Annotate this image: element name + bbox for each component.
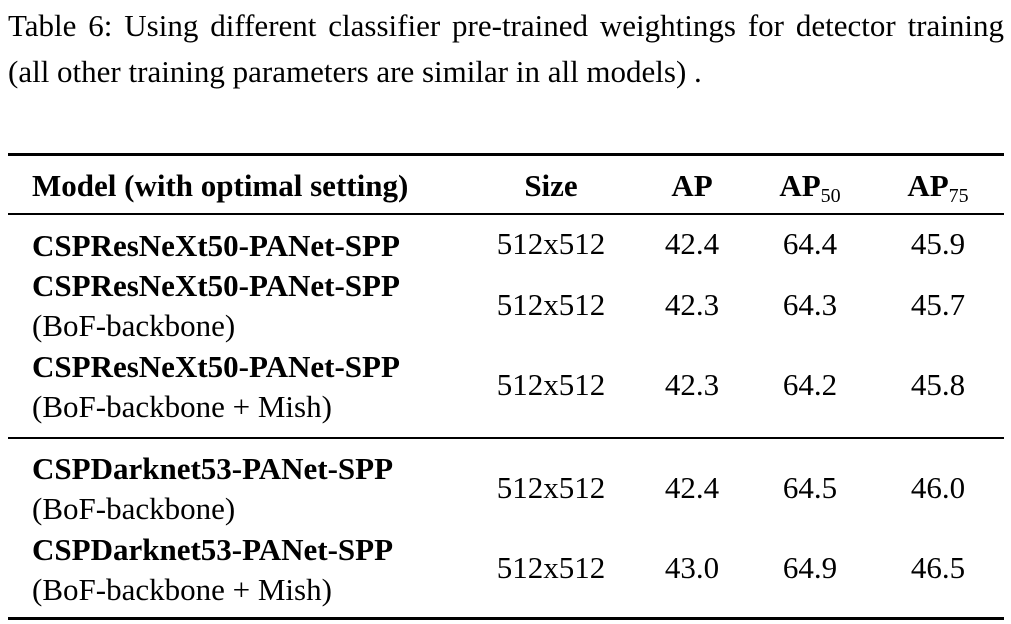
row-ap75: 45.7 xyxy=(910,287,966,322)
row-ap75: 46.5 xyxy=(910,550,966,585)
row-size: 512x512 xyxy=(496,287,606,322)
row-model-name: CSPDarknet53-PANet-SPP xyxy=(32,451,394,486)
table-header-rule xyxy=(8,213,1004,215)
row-model-setting: (BoF-backbone) xyxy=(32,491,236,526)
table-caption: Table 6: Using different classifier pre-… xyxy=(8,8,1004,89)
header-ap75-sub: 75 xyxy=(948,185,969,207)
table-group-rule xyxy=(8,437,1004,439)
header-ap: AP xyxy=(671,168,713,203)
row-ap50: 64.4 xyxy=(782,226,838,261)
header-ap50-sub: 50 xyxy=(820,185,841,207)
table-row: CSPDarknet53-PANet-SPP (BoF-backbone + M… xyxy=(32,530,393,610)
row-ap: 42.3 xyxy=(664,367,720,402)
header-ap50: AP50 xyxy=(779,168,840,208)
row-ap50: 64.9 xyxy=(782,550,838,585)
row-size: 512x512 xyxy=(496,367,606,402)
row-ap: 42.3 xyxy=(664,287,720,322)
row-ap50: 64.3 xyxy=(782,287,838,322)
header-model: Model (with optimal setting) xyxy=(32,168,409,203)
table-row: CSPResNeXt50-PANet-SPP (BoF-backbone + M… xyxy=(32,347,400,427)
row-ap: 42.4 xyxy=(664,470,720,505)
row-ap75: 45.8 xyxy=(910,367,966,402)
row-model-name: CSPResNeXt50-PANet-SPP xyxy=(32,268,400,303)
row-size: 512x512 xyxy=(496,226,606,261)
header-size: Size xyxy=(524,168,578,203)
row-ap: 43.0 xyxy=(664,550,720,585)
row-ap: 42.4 xyxy=(664,226,720,261)
row-ap75: 45.9 xyxy=(910,226,966,261)
row-model-setting: (BoF-backbone) xyxy=(32,308,236,343)
row-ap50: 64.2 xyxy=(782,367,838,402)
table-row: CSPResNeXt50-PANet-SPP (BoF-backbone) xyxy=(32,266,400,346)
header-ap50-base: AP xyxy=(779,168,821,203)
row-size: 512x512 xyxy=(496,550,606,585)
row-model-setting: (BoF-backbone + Mish) xyxy=(32,389,332,424)
table-row: CSPResNeXt50-PANet-SPP xyxy=(32,226,400,266)
table-top-rule xyxy=(8,153,1004,156)
header-ap75: AP75 xyxy=(907,168,968,208)
table-row: CSPDarknet53-PANet-SPP (BoF-backbone) xyxy=(32,449,393,529)
row-model-setting: (BoF-backbone + Mish) xyxy=(32,572,332,607)
row-ap50: 64.5 xyxy=(782,470,838,505)
row-model-name: CSPResNeXt50-PANet-SPP xyxy=(32,228,400,263)
row-size: 512x512 xyxy=(496,470,606,505)
row-model-name: CSPResNeXt50-PANet-SPP xyxy=(32,349,400,384)
row-model-name: CSPDarknet53-PANet-SPP xyxy=(32,532,394,567)
header-ap75-base: AP xyxy=(907,168,949,203)
row-ap75: 46.0 xyxy=(910,470,966,505)
table-bottom-rule xyxy=(8,617,1004,620)
